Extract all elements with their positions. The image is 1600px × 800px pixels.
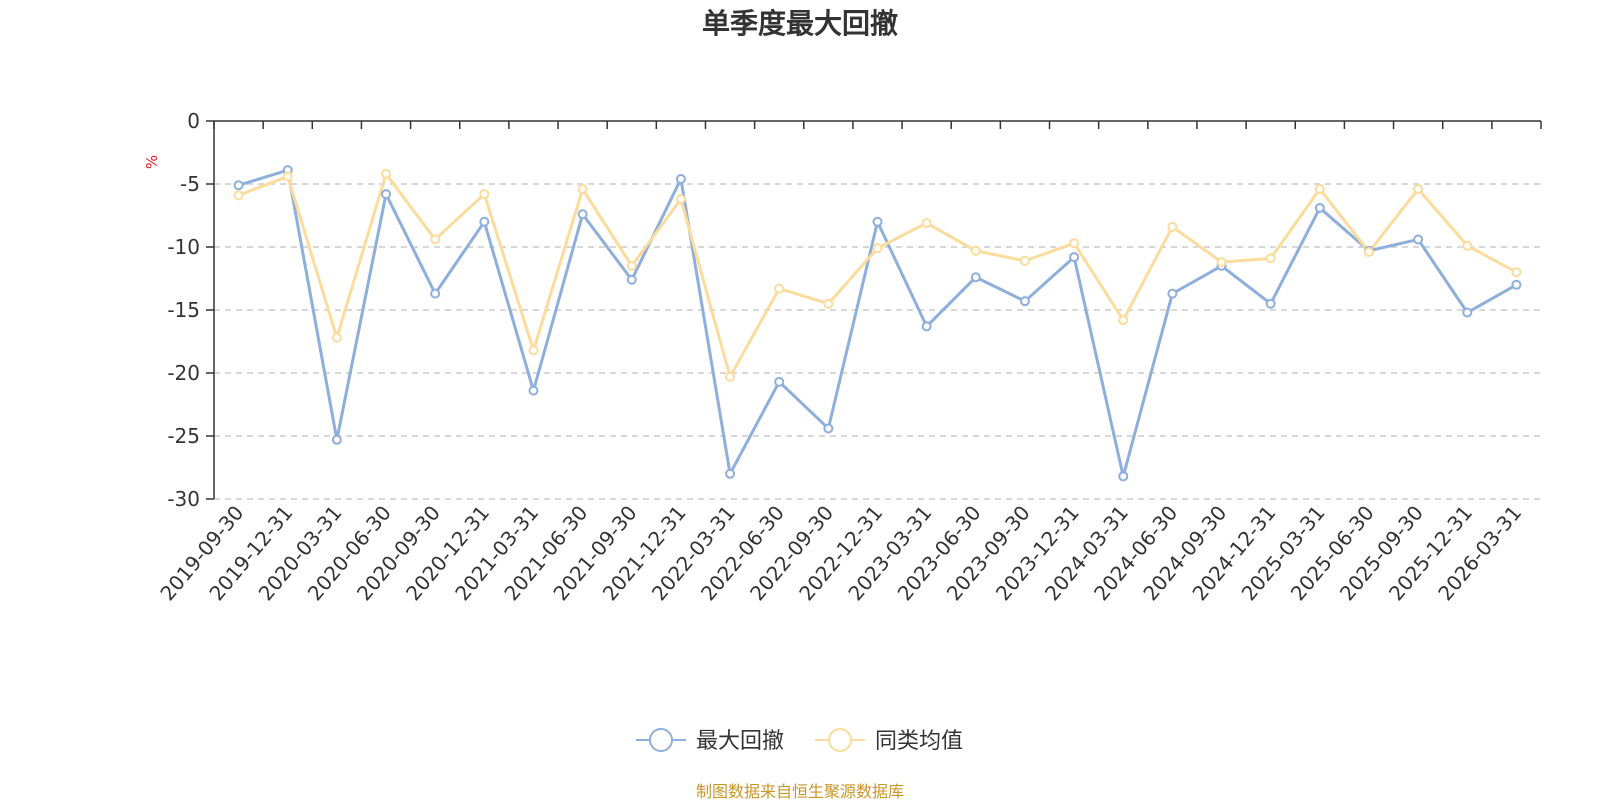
data-point[interactable] (725, 371, 736, 382)
y-tick-label: -5 (180, 172, 200, 196)
y-tick-label: -30 (167, 487, 200, 511)
y-tick-label: -10 (167, 235, 200, 259)
legend-label: 同类均值 (875, 729, 963, 754)
data-point[interactable] (1069, 252, 1080, 263)
data-point[interactable] (1216, 257, 1227, 268)
legend-item[interactable]: 同类均值 (815, 728, 963, 754)
data-point[interactable] (528, 345, 539, 356)
data-point[interactable] (1167, 221, 1178, 232)
data-point[interactable] (577, 184, 588, 195)
data-point[interactable] (774, 283, 785, 294)
data-point[interactable] (626, 260, 637, 271)
grid-lines (214, 183, 1541, 500)
data-point[interactable] (233, 180, 244, 191)
data-point[interactable] (725, 468, 736, 479)
data-point[interactable] (1413, 184, 1424, 195)
data-point[interactable] (282, 171, 293, 182)
data-point[interactable] (823, 423, 834, 434)
data-point[interactable] (921, 218, 932, 229)
data-point[interactable] (1363, 247, 1374, 258)
axes: 0-5-10-15-20-25-302019-09-302019-12-3120… (155, 109, 1542, 605)
data-point[interactable] (1462, 307, 1473, 318)
data-point[interactable] (381, 168, 392, 179)
data-point[interactable] (774, 376, 785, 387)
y-axis-unit-label: % (143, 155, 161, 169)
data-point[interactable] (921, 321, 932, 332)
legend-marker-icon (649, 728, 673, 752)
data-point[interactable] (970, 245, 981, 256)
data-point[interactable] (1069, 238, 1080, 249)
data-point[interactable] (1118, 471, 1129, 482)
data-point[interactable] (1019, 296, 1030, 307)
series-line (238, 172, 1518, 379)
data-point[interactable] (1314, 202, 1325, 213)
data-point[interactable] (381, 189, 392, 200)
data-point[interactable] (430, 234, 441, 245)
data-point[interactable] (1462, 240, 1473, 251)
data-point[interactable] (675, 194, 686, 205)
series-lines (233, 165, 1522, 482)
data-point[interactable] (823, 298, 834, 309)
data-point[interactable] (577, 209, 588, 220)
data-point[interactable] (626, 274, 637, 285)
data-point[interactable] (331, 434, 342, 445)
data-point[interactable] (1019, 255, 1030, 266)
data-point[interactable] (1265, 298, 1276, 309)
data-point[interactable] (1413, 234, 1424, 245)
data-point[interactable] (1511, 267, 1522, 278)
data-point[interactable] (430, 288, 441, 299)
y-tick-label: -25 (167, 424, 200, 448)
data-point[interactable] (1511, 279, 1522, 290)
data-point[interactable] (233, 190, 244, 201)
data-point[interactable] (872, 243, 883, 254)
data-point[interactable] (872, 216, 883, 227)
series-line (238, 168, 1518, 478)
data-point[interactable] (1314, 184, 1325, 195)
data-point[interactable] (479, 189, 490, 200)
data-point[interactable] (479, 216, 490, 227)
data-point[interactable] (1118, 315, 1129, 326)
legend[interactable]: 最大回撤 同类均值 (636, 728, 963, 754)
y-tick-label: 0 (187, 109, 200, 133)
legend-label: 最大回撤 (696, 729, 784, 754)
data-point[interactable] (528, 385, 539, 396)
data-point[interactable] (331, 332, 342, 343)
data-point[interactable] (970, 272, 981, 283)
chart-title: 单季度最大回撤 (702, 7, 898, 40)
data-point[interactable] (1265, 253, 1276, 264)
legend-item[interactable]: 最大回撤 (636, 728, 784, 754)
y-tick-label: -15 (167, 298, 200, 322)
data-source-note: 制图数据来自恒生聚源数据库 (696, 782, 904, 800)
data-point[interactable] (1167, 288, 1178, 299)
y-tick-label: -20 (167, 361, 200, 385)
data-point[interactable] (675, 173, 686, 184)
legend-marker-icon (828, 728, 852, 752)
